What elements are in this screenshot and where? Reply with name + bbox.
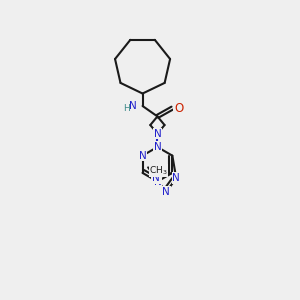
Text: N: N <box>162 187 170 197</box>
Text: N: N <box>152 173 160 183</box>
Text: N: N <box>139 151 146 160</box>
Text: H: H <box>123 104 130 113</box>
Text: N: N <box>172 173 180 183</box>
Text: CH$_3$: CH$_3$ <box>149 164 168 177</box>
Text: N: N <box>129 101 137 111</box>
Text: O: O <box>174 102 184 115</box>
Text: N: N <box>154 176 161 187</box>
Text: N: N <box>154 129 161 139</box>
Text: N: N <box>154 142 161 152</box>
